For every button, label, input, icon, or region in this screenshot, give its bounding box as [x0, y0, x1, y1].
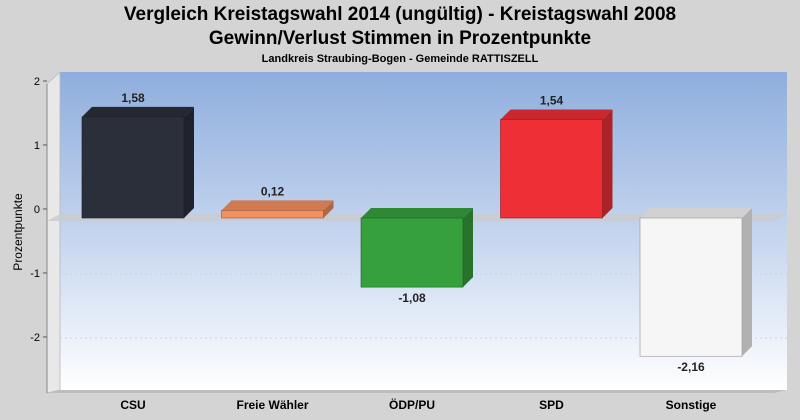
bar-top — [82, 106, 194, 117]
bar-side — [602, 109, 613, 218]
y-tick-label: -2 — [30, 332, 40, 344]
bar-top — [361, 208, 473, 218]
bar--dp-pu: -1,08 — [360, 208, 473, 305]
y-axis-label: Prozentpunkte — [11, 193, 25, 271]
bar-value-label: -2,16 — [677, 360, 705, 374]
bar-top — [221, 200, 334, 211]
bar-csu: 1,58 — [81, 91, 194, 219]
bar-side — [742, 208, 752, 357]
x-tick-label: ÖDP/PU — [389, 397, 435, 412]
y-tick-label: 1 — [34, 140, 40, 152]
y-tick-label: -1 — [30, 268, 40, 280]
chart-subtitle: Gewinn/Verlust Stimmen in Prozentpunkte — [208, 28, 592, 49]
bar-sonstige: -2,16 — [639, 208, 752, 374]
bar-value-label: 1,54 — [540, 93, 564, 107]
bar-top — [640, 208, 752, 218]
chart-title: Vergleich Kreistagswahl 2014 (ungültig) … — [123, 4, 677, 25]
x-tick-label: SPD — [539, 398, 564, 412]
bar-value-label: 1,58 — [121, 91, 145, 105]
bar-side — [184, 106, 194, 218]
bar-side — [463, 208, 473, 288]
plot-floor — [47, 390, 787, 393]
bar-value-label: 0,12 — [261, 184, 285, 198]
bar-spd: 1,54 — [500, 93, 613, 219]
bar-front — [639, 217, 743, 357]
bar-front — [81, 116, 185, 219]
x-tick-label: Sonstige — [666, 398, 717, 412]
bar-freie-w-hler: 0,12 — [221, 184, 334, 219]
y-tick-label: 0 — [34, 204, 40, 216]
plot-side-wall — [46, 71, 61, 394]
chart-location: Landkreis Straubing-Bogen - Gemeinde RAT… — [261, 53, 539, 65]
x-tick-label: CSU — [120, 398, 145, 412]
bar-top — [500, 109, 613, 120]
bar-front — [360, 217, 464, 288]
y-tick-label: 2 — [34, 76, 40, 88]
bar-value-label: -1,08 — [398, 291, 426, 305]
bar-side — [323, 200, 334, 218]
bar-front — [221, 210, 324, 219]
bar-front — [500, 119, 603, 219]
x-tick-label: Freie Wähler — [236, 398, 308, 412]
